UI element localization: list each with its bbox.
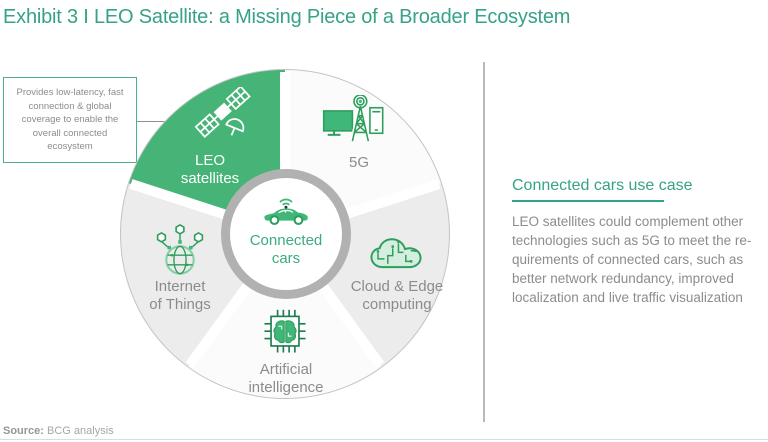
source-label: Source: bbox=[3, 425, 44, 437]
body-line: technologies such as 5G to meet the re- bbox=[512, 233, 752, 248]
source-text: BCG analysis bbox=[47, 425, 114, 437]
center-label-connected-cars: Connected cars bbox=[249, 232, 323, 267]
satellite-icon bbox=[194, 87, 251, 138]
callout-line: ecosystem bbox=[47, 141, 93, 153]
use-case-heading: Connected cars use case bbox=[512, 177, 693, 194]
segment-label-cloud-edge: Cloud & Edge computing bbox=[350, 278, 444, 313]
iot-globe-icon bbox=[156, 224, 204, 275]
exhibit-title: Exhibit 3 I LEO Satellite: a Missing Pie… bbox=[3, 6, 571, 28]
segment-label-ai: Artificial intelligence bbox=[248, 361, 324, 396]
callout-line: coverage to enable the bbox=[21, 114, 119, 126]
body-line: localization and live traffic visualizat… bbox=[512, 290, 743, 305]
bottom-rule bbox=[0, 439, 768, 440]
callout-connector-line bbox=[137, 121, 171, 122]
callout-line: connection & global bbox=[28, 100, 112, 112]
center-circle-connected-cars: Connected cars bbox=[221, 169, 351, 299]
segment-label-leo-satellites: LEO satellites bbox=[180, 152, 240, 187]
source-note: Source: BCG analysis bbox=[3, 425, 114, 437]
vertical-divider bbox=[483, 62, 485, 422]
body-line: LEO satellites could complement other bbox=[512, 214, 744, 229]
body-line: quirements of connected cars, such as bbox=[512, 252, 744, 267]
segment-label-iot: Internet of Things bbox=[149, 278, 211, 313]
body-line: better network redundancy, improved bbox=[512, 271, 734, 286]
leo-callout-box: Provides low-latency, fast connection & … bbox=[3, 77, 137, 163]
segment-label-5g: 5G bbox=[348, 154, 369, 171]
callout-line: overall connected bbox=[32, 127, 108, 139]
connected-car-icon bbox=[264, 198, 308, 226]
heading-underline bbox=[512, 200, 664, 202]
callout-line: Provides low-latency, fast bbox=[16, 87, 124, 99]
segment-gap bbox=[280, 72, 290, 234]
use-case-body: LEO satellites could complement other te… bbox=[512, 212, 768, 307]
5g-network-icon bbox=[322, 95, 384, 142]
ai-chip-icon bbox=[264, 309, 306, 353]
cloud-computing-icon bbox=[370, 238, 422, 269]
